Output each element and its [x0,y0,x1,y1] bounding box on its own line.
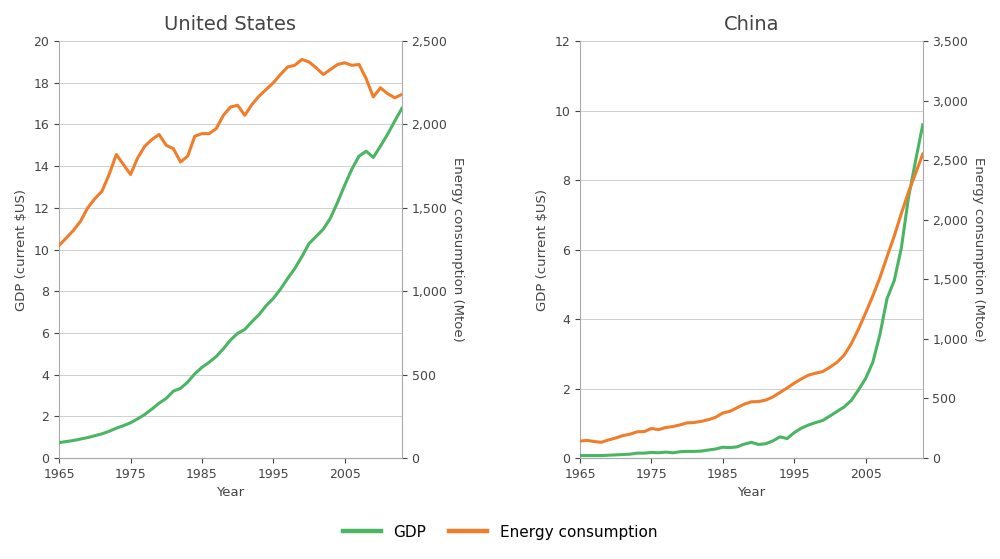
Y-axis label: Energy consumption (Mtoe): Energy consumption (Mtoe) [451,157,464,342]
X-axis label: Year: Year [737,486,765,499]
Y-axis label: Energy consumption (Mtoe): Energy consumption (Mtoe) [972,157,985,342]
Y-axis label: GDP (current $US): GDP (current $US) [15,188,28,311]
Title: United States: United States [164,15,296,34]
X-axis label: Year: Year [216,486,245,499]
Title: China: China [724,15,779,34]
Y-axis label: GDP (current $US): GDP (current $US) [536,188,549,311]
Legend: GDP, Energy consumption: GDP, Energy consumption [337,519,663,546]
